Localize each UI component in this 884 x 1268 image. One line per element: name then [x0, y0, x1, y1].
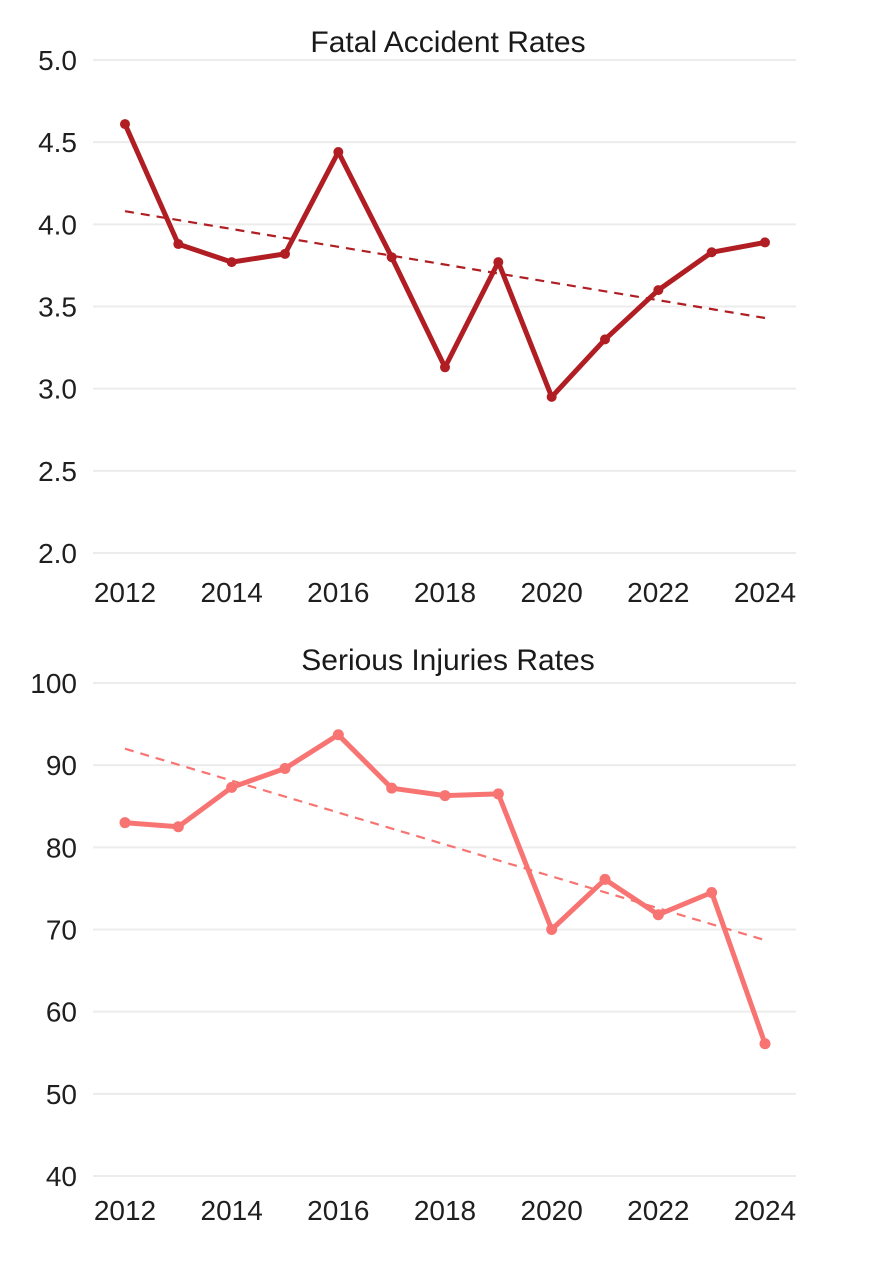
y-tick-label: 2.0 — [38, 538, 77, 569]
x-axis-tick-labels: 2012 2014 2016 2018 2020 2022 2024 — [94, 577, 796, 608]
data-point-marker — [546, 924, 558, 935]
x-tick-label: 2024 — [734, 1195, 796, 1226]
y-tick-label: 90 — [46, 750, 77, 781]
y-tick-label: 3.5 — [38, 292, 77, 323]
x-tick-label: 2020 — [521, 577, 583, 608]
data-point-marker — [173, 239, 184, 250]
x-tick-label: 2022 — [627, 577, 689, 608]
y-tick-label: 4.0 — [38, 209, 77, 240]
gridlines — [93, 682, 796, 1177]
data-series-layer — [120, 119, 770, 402]
y-tick-label: 80 — [46, 832, 77, 863]
chart-title: Fatal Accident Rates — [310, 26, 585, 59]
y-tick-label: 5.0 — [38, 45, 77, 76]
y-axis-tick-labels: 5.0 4.5 4.0 3.5 3.0 2.5 2.0 — [38, 45, 77, 569]
y-tick-label: 40 — [46, 1161, 77, 1192]
data-point-marker — [172, 821, 184, 833]
gridlines — [93, 59, 796, 554]
y-tick-label: 4.5 — [38, 127, 77, 158]
series-line — [122, 732, 768, 1047]
data-point-marker — [492, 788, 504, 800]
y-tick-label: 2.5 — [38, 456, 77, 487]
x-tick-label: 2016 — [307, 577, 369, 608]
series-line — [122, 121, 768, 400]
data-series-layer — [119, 729, 771, 1050]
data-point-marker — [706, 887, 718, 899]
data-point-marker — [760, 237, 770, 248]
data-point-marker — [599, 873, 611, 885]
x-tick-label: 2018 — [414, 1195, 476, 1226]
y-tick-label: 60 — [46, 997, 77, 1028]
data-point-marker — [706, 247, 717, 258]
data-point-marker — [280, 248, 290, 259]
y-tick-label: 70 — [46, 915, 77, 946]
data-point-marker — [759, 1038, 771, 1050]
serious-injuries-chart: Serious Injuries Rates 100 90 80 70 60 50 40 2… — [30, 644, 796, 1226]
data-point-marker — [332, 729, 344, 741]
data-point-marker — [439, 790, 451, 802]
x-tick-label: 2020 — [521, 1195, 583, 1226]
x-tick-label: 2022 — [627, 1195, 689, 1226]
data-point-marker — [652, 909, 664, 921]
y-tick-label: 50 — [46, 1079, 77, 1110]
data-point-marker — [493, 257, 504, 268]
data-point-marker — [386, 782, 398, 794]
x-tick-label: 2024 — [734, 577, 796, 608]
x-tick-label: 2014 — [201, 577, 263, 608]
fatal-accident-chart: Fatal Accident Rates 5.0 4.5 4.0 3.5 3.0 2.5 2… — [38, 26, 796, 608]
chart-title: Serious Injuries Rates — [301, 644, 594, 677]
trend-line — [124, 210, 766, 320]
x-tick-label: 2014 — [201, 1195, 263, 1226]
trend-line-layer — [124, 210, 766, 320]
data-point-marker — [600, 334, 610, 345]
x-tick-label: 2012 — [94, 577, 156, 608]
data-point-marker — [226, 781, 238, 793]
data-point-marker — [440, 362, 450, 373]
data-point-marker — [333, 147, 344, 158]
data-point-marker — [653, 285, 664, 296]
y-tick-label: 100 — [30, 668, 77, 699]
x-tick-label: 2012 — [94, 1195, 156, 1226]
data-point-marker — [120, 119, 130, 130]
y-tick-label: 3.0 — [38, 374, 77, 405]
y-axis-tick-labels: 100 90 80 70 60 50 40 — [30, 668, 77, 1192]
data-point-marker — [226, 257, 237, 268]
data-point-marker — [386, 252, 397, 263]
data-point-marker — [279, 762, 291, 774]
x-tick-label: 2016 — [307, 1195, 369, 1226]
x-axis-tick-labels: 2012 2014 2016 2018 2020 2022 2024 — [94, 1195, 796, 1226]
data-point-marker — [546, 391, 557, 402]
data-point-marker — [119, 817, 131, 829]
x-tick-label: 2018 — [414, 577, 476, 608]
